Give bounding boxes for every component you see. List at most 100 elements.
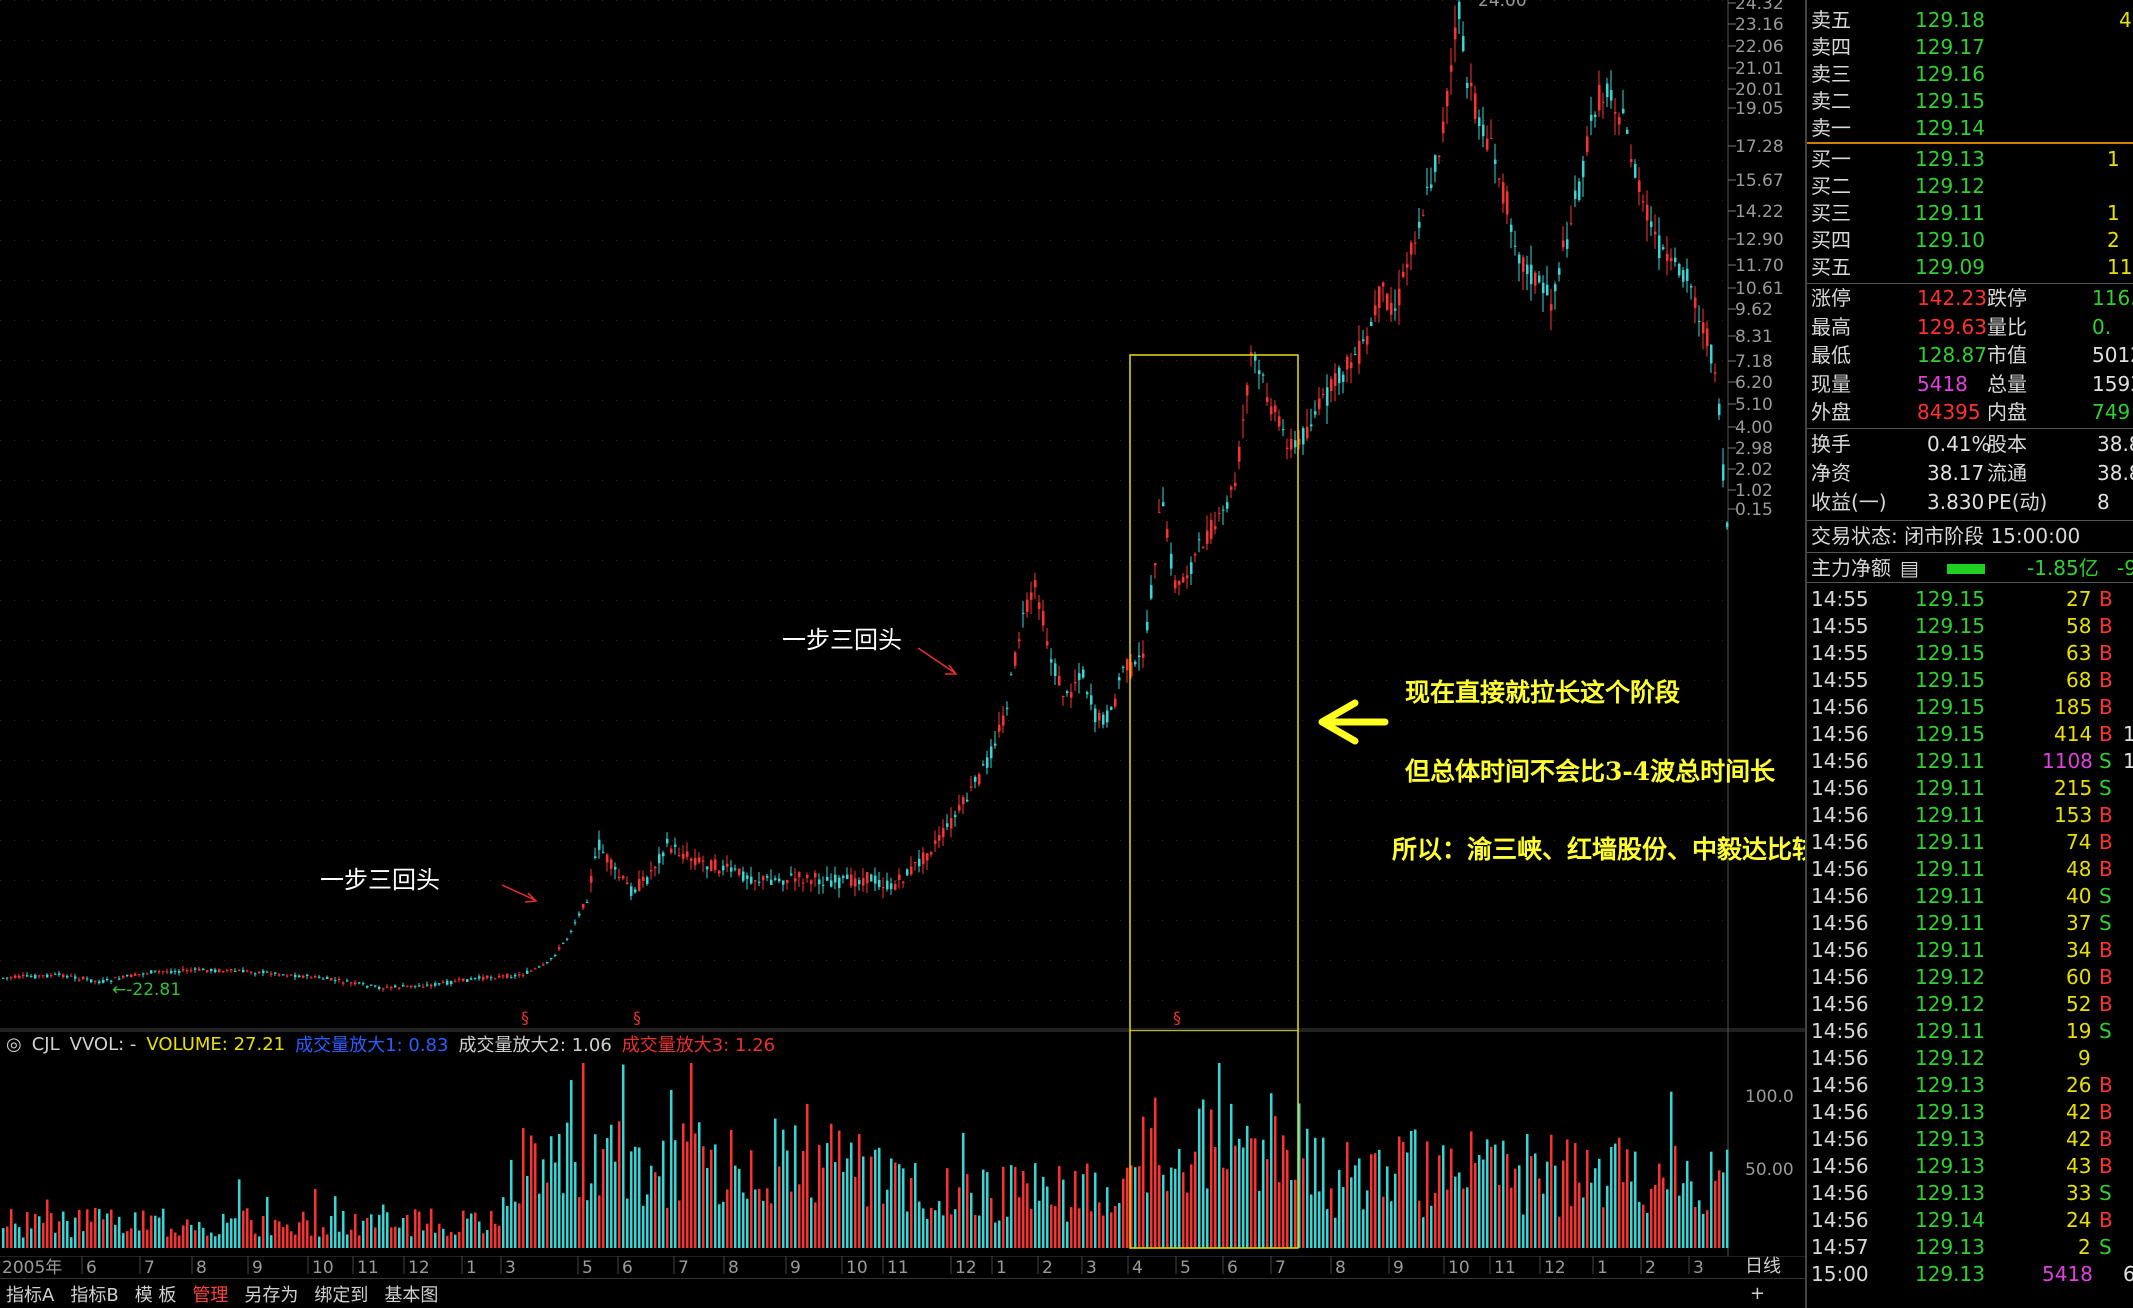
volume-bar (1430, 1205, 1433, 1248)
candle-body (38, 975, 41, 977)
tick-row[interactable]: 14:56 129.11 40 S (1807, 883, 2133, 910)
volume-bar (982, 1169, 985, 1248)
red-arrow-2-head (945, 664, 958, 675)
ask-row[interactable]: 卖一 129.14 (1807, 115, 2133, 142)
bid-row[interactable]: 买四 129.10 2 (1807, 227, 2133, 254)
stat-label: 股本 (1987, 432, 2027, 456)
ask-row[interactable]: 卖四 129.17 (1807, 34, 2133, 61)
tick-side: S (2099, 749, 2112, 773)
tick-row[interactable]: 14:56 129.11 215 S (1807, 775, 2133, 802)
indicator-code[interactable]: CJL (31, 1033, 60, 1055)
candle-body (1234, 482, 1237, 487)
tick-row[interactable]: 14:56 129.11 74 B (1807, 829, 2133, 856)
toolbar-item[interactable]: 基本图 (384, 1284, 439, 1306)
volume-bar (682, 1123, 685, 1248)
tick-row[interactable]: 14:56 129.11 19 S (1807, 1018, 2133, 1045)
candle-body (1050, 659, 1053, 663)
tick-row[interactable]: 14:56 129.11 153 B (1807, 802, 2133, 829)
toolbar-item[interactable]: 指标A (6, 1284, 55, 1306)
price-scale-label: 7.18 (1735, 352, 1773, 372)
tick-row[interactable]: 14:56 129.12 9 (1807, 1045, 2133, 1072)
volume-bar (634, 1146, 637, 1248)
bid-row[interactable]: 买五 129.09 11 (1807, 254, 2133, 281)
candle-body (626, 882, 629, 885)
toolbar-item[interactable]: 管理 (192, 1284, 229, 1306)
volume-bar (1462, 1188, 1465, 1248)
toolbar-item[interactable]: 另存为 (244, 1284, 299, 1306)
candle-body (1686, 268, 1689, 282)
indicator-icon[interactable]: ◎ (6, 1033, 22, 1055)
candle-body (1030, 592, 1033, 600)
volume-bar (538, 1193, 541, 1248)
tick-volume: 19 (2066, 1019, 2092, 1043)
tick-side: S (2099, 776, 2112, 800)
candle-body (978, 773, 981, 785)
candle-body (1370, 321, 1373, 326)
tick-row[interactable]: 14:56 129.14 24 B (1807, 1207, 2133, 1234)
tick-row[interactable]: 14:57 129.13 2 S (1807, 1234, 2133, 1261)
ask-row[interactable]: 卖三 129.16 (1807, 61, 2133, 88)
tick-row[interactable]: 14:56 129.15 185 B (1807, 694, 2133, 721)
volume-bar (1170, 1167, 1173, 1248)
ask-row[interactable]: 卖五 129.18 4 (1807, 7, 2133, 34)
candle-body (430, 984, 433, 987)
volume-bar (370, 1214, 373, 1248)
volume-bar (518, 1203, 521, 1248)
bid-row[interactable]: 买三 129.11 1 (1807, 200, 2133, 227)
stat-label: 净资 (1811, 461, 1851, 485)
tick-row[interactable]: 14:55 129.15 27 B (1807, 586, 2133, 613)
candle-body (122, 975, 125, 978)
tick-row[interactable]: 14:56 129.13 26 B (1807, 1072, 2133, 1099)
candle-body (58, 973, 61, 975)
candle-body (530, 970, 533, 972)
candle-body (466, 979, 469, 982)
tick-row[interactable]: 14:56 129.13 42 B (1807, 1126, 2133, 1153)
volume-bar (6, 1226, 9, 1248)
candle-body (1302, 428, 1305, 445)
add-button[interactable]: + (1749, 1283, 1765, 1304)
tick-row[interactable]: 15:00 129.13 5418 6 (1807, 1261, 2133, 1288)
tick-row[interactable]: 14:56 129.12 60 B (1807, 964, 2133, 991)
bid-row[interactable]: 买一 129.13 1 (1807, 146, 2133, 173)
separator (1807, 428, 2133, 429)
tick-row[interactable]: 14:56 129.15 414 B 1 (1807, 721, 2133, 748)
tick-row[interactable]: 14:56 129.12 52 B (1807, 991, 2133, 1018)
list-icon[interactable]: ▤ (1900, 556, 1919, 580)
tick-row[interactable]: 14:55 129.15 63 B (1807, 640, 2133, 667)
tick-row[interactable]: 14:56 129.11 34 B (1807, 937, 2133, 964)
candle-body (1130, 662, 1133, 677)
tick-row[interactable]: 14:55 129.15 58 B (1807, 613, 2133, 640)
tick-row[interactable]: 14:56 129.13 43 B (1807, 1153, 2133, 1180)
tick-row[interactable]: 14:55 129.15 68 B (1807, 667, 2133, 694)
tick-volume: 5418 (2042, 1262, 2093, 1286)
volume-bar (38, 1216, 41, 1248)
candle-body (1702, 322, 1705, 334)
tick-row[interactable]: 14:56 129.11 1108 S 1 (1807, 748, 2133, 775)
volume-bar (354, 1214, 357, 1248)
candle-body (662, 852, 665, 857)
volume-bar (1142, 1116, 1145, 1248)
toolbar-item[interactable]: 绑定到 (314, 1284, 369, 1306)
tick-time: 14:55 (1811, 668, 1869, 692)
tick-side: B (2099, 938, 2113, 962)
toolbar-item[interactable]: 模 板 (134, 1284, 177, 1306)
volume-bar (1626, 1149, 1629, 1248)
candle-body (1446, 90, 1449, 107)
volume-bar (214, 1236, 217, 1248)
tick-row[interactable]: 14:56 129.13 33 S (1807, 1180, 2133, 1207)
candle-body (558, 947, 561, 950)
bid-row[interactable]: 买二 129.12 (1807, 173, 2133, 200)
tick-row[interactable]: 14:56 129.11 37 S (1807, 910, 2133, 937)
volume-chart[interactable]: 100.0 50.00 (0, 1030, 1805, 1256)
toolbar-item[interactable]: 指标B (70, 1284, 119, 1306)
ask-row[interactable]: 卖二 129.15 (1807, 88, 2133, 115)
candle-body (858, 880, 861, 885)
tick-row[interactable]: 14:56 129.13 42 B (1807, 1099, 2133, 1126)
candle-body (738, 868, 741, 876)
volume-bar (270, 1235, 273, 1248)
volume-bar (1038, 1200, 1041, 1248)
tick-time: 15:00 (1811, 1262, 1869, 1286)
day-line-label[interactable]: 日线 (1745, 1256, 1781, 1277)
tick-row[interactable]: 14:56 129.11 48 B (1807, 856, 2133, 883)
